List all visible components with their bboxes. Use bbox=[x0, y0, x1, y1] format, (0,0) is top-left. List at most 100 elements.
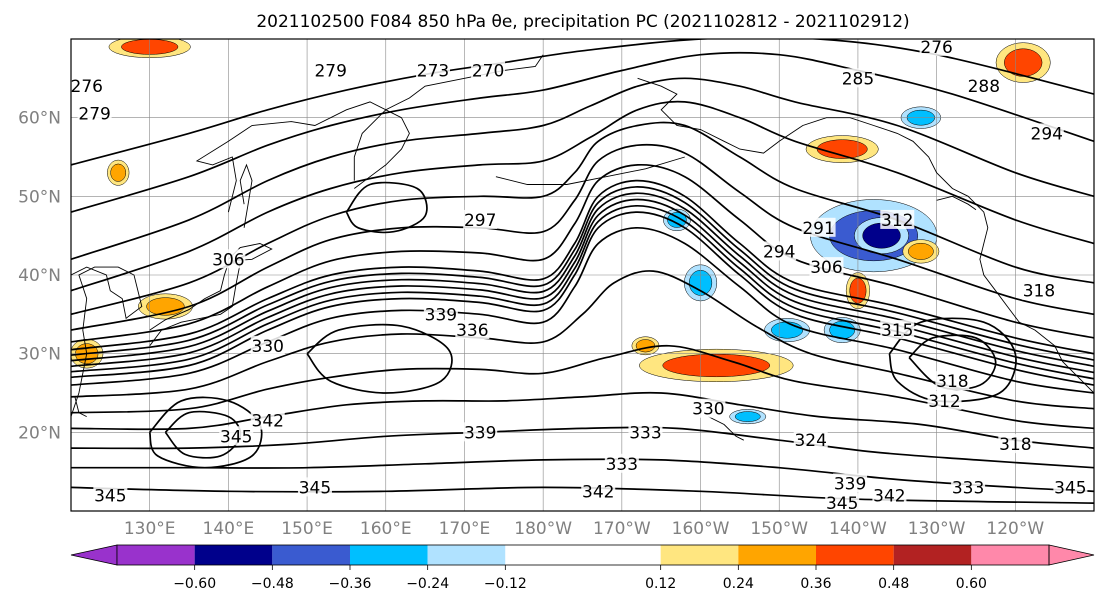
contour-label: 270 bbox=[472, 61, 504, 81]
x-tick-label: 170°E bbox=[439, 519, 491, 539]
colorbar-tick-label: 0.36 bbox=[800, 576, 831, 592]
colorbar-bin bbox=[272, 545, 350, 565]
contour-label: 279 bbox=[78, 105, 110, 125]
coastline bbox=[353, 109, 410, 189]
colorbar-bin bbox=[427, 545, 506, 565]
contour-labels: 276 276 279 279 273 270 285 288 294 297 294 291 306 3… bbox=[71, 38, 1088, 511]
contour-label-bg bbox=[1029, 123, 1064, 143]
contour-label-bg bbox=[966, 76, 1001, 96]
contour-label-bg bbox=[455, 320, 490, 340]
contour-label-bg bbox=[71, 76, 104, 96]
colorbar-tick-label: 0.60 bbox=[956, 576, 987, 592]
x-tick-label: 170°W bbox=[593, 519, 651, 539]
contour-label-bg bbox=[935, 371, 970, 391]
colorbar-bin bbox=[117, 545, 195, 565]
colorbar-tick-label: 0.24 bbox=[723, 576, 754, 592]
contour-label: 288 bbox=[968, 77, 1000, 97]
contour-label-bg bbox=[471, 60, 506, 80]
coastline bbox=[936, 195, 977, 211]
x-tick-label: 140°E bbox=[203, 519, 255, 539]
theta-e-contour bbox=[71, 270, 1094, 410]
y-tick-label: 30°N bbox=[18, 345, 61, 365]
contour-label-bg bbox=[793, 430, 828, 450]
precip-region-core bbox=[908, 242, 934, 260]
theta-e-contour bbox=[71, 143, 1094, 331]
y-tick-label: 20°N bbox=[18, 423, 61, 443]
colorbar-bin bbox=[738, 545, 816, 565]
contour-label: 306 bbox=[212, 250, 244, 270]
x-tick-label: 150°E bbox=[281, 519, 333, 539]
theta-e-contours bbox=[71, 39, 1094, 504]
colorbar-tick-label: −0.60 bbox=[173, 576, 216, 592]
contour-label: 336 bbox=[456, 321, 488, 341]
coastline bbox=[239, 163, 253, 228]
theta-e-contour bbox=[71, 179, 1094, 355]
colorbar-tick-label: −0.36 bbox=[329, 576, 372, 592]
contour-label-bg bbox=[250, 410, 285, 430]
x-tick-label: 130°E bbox=[124, 519, 176, 539]
theta-e-contour bbox=[71, 186, 1094, 361]
contour-label-bg bbox=[604, 453, 639, 473]
contour-label-bg bbox=[880, 320, 915, 340]
contour-label: 342 bbox=[873, 486, 905, 506]
colorbar-tick-label: −0.12 bbox=[484, 576, 527, 592]
x-tick-label: 160°E bbox=[360, 519, 412, 539]
colorbar-bin bbox=[816, 545, 894, 565]
contour-label-bg bbox=[93, 485, 128, 505]
theta-e-contour bbox=[71, 100, 1094, 292]
colorbar: −0.60 −0.48 −0.36 −0.24 −0.12 0.12 0.24 0.36 0.4… bbox=[70, 544, 1095, 592]
coastline bbox=[637, 77, 1094, 394]
contour-label: 342 bbox=[252, 412, 284, 432]
contour-label: 291 bbox=[802, 219, 834, 239]
contour-label: 339 bbox=[464, 423, 496, 443]
contour-label-bg bbox=[1021, 280, 1056, 300]
contour-label-bg bbox=[833, 473, 868, 493]
contour-label-bg bbox=[211, 249, 246, 269]
contour-label-bg bbox=[581, 481, 616, 501]
colorbar-tick-label: −0.48 bbox=[251, 576, 294, 592]
y-axis-ticks: 20°N 30°N 40°N 50°N 60°N bbox=[18, 109, 61, 444]
contour-label-bg bbox=[1053, 477, 1088, 497]
theta-e-contour bbox=[71, 39, 1094, 166]
contour-label: 294 bbox=[763, 242, 795, 262]
contour-label-bg bbox=[919, 39, 954, 56]
theta-e-contour bbox=[71, 211, 1094, 386]
contour-label: 345 bbox=[94, 486, 126, 506]
theta-e-contour bbox=[71, 77, 1094, 261]
contour-label: 306 bbox=[810, 258, 842, 278]
contour-label-bg bbox=[801, 217, 836, 237]
theta-e-contour bbox=[888, 317, 1017, 403]
theta-e-contour bbox=[71, 198, 1094, 374]
contour-label: 279 bbox=[314, 61, 346, 81]
colorbar-bin bbox=[660, 545, 739, 565]
contour-label-bg bbox=[423, 304, 458, 324]
contour-label: 345 bbox=[1054, 478, 1086, 498]
contour-label: 315 bbox=[881, 321, 913, 341]
contour-label-bg bbox=[463, 209, 498, 229]
contour-label-bg bbox=[463, 422, 498, 442]
theta-e-contour bbox=[306, 323, 453, 394]
precip-region-core bbox=[816, 139, 868, 159]
contour-label-bg bbox=[951, 477, 986, 497]
contour-label: 345 bbox=[220, 427, 252, 447]
contour-label: 285 bbox=[842, 69, 874, 89]
contour-label-bg bbox=[880, 209, 915, 229]
coastline bbox=[71, 266, 143, 417]
contour-label: 312 bbox=[928, 392, 960, 412]
precip-region-core bbox=[110, 163, 127, 182]
contour-label: 330 bbox=[692, 400, 724, 420]
contour-label: 276 bbox=[920, 38, 952, 58]
contour-label: 333 bbox=[952, 478, 984, 498]
y-tick-label: 50°N bbox=[18, 187, 61, 207]
theta-e-contour bbox=[71, 121, 1094, 316]
x-tick-label: 160°W bbox=[672, 519, 730, 539]
x-axis-ticks: 130°E 140°E 150°E 160°E 170°E 180°W 170°W 160°W… bbox=[124, 519, 1045, 539]
map-plot-area: 276 276 279 279 273 270 285 288 294 297 294 291 306 3… bbox=[71, 38, 1094, 511]
x-tick-label: 180°W bbox=[514, 519, 572, 539]
theta-e-contour bbox=[71, 458, 1094, 493]
map-frame bbox=[70, 38, 1095, 512]
colorbar-tick-label: −0.24 bbox=[406, 576, 449, 592]
theta-e-contour bbox=[71, 204, 1094, 380]
colorbar-frame bbox=[116, 544, 1050, 566]
contour-label: 276 bbox=[71, 77, 103, 97]
